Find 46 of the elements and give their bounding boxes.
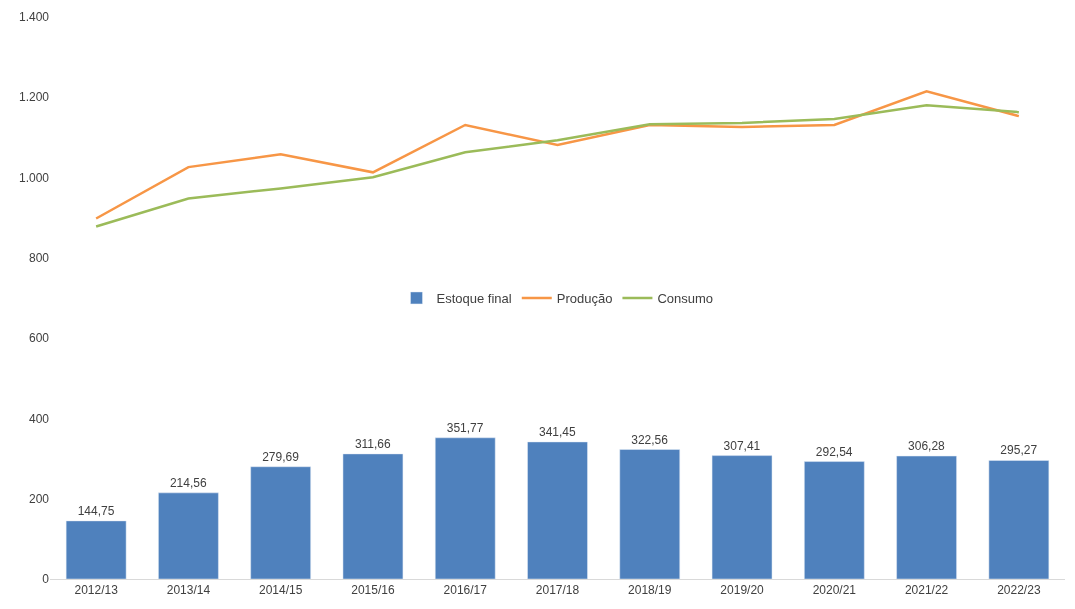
bar (896, 455, 957, 579)
bar (250, 466, 311, 579)
bar (434, 437, 496, 579)
data-label: 307,41 (723, 438, 761, 453)
y-tick-label: 200 (28, 491, 50, 506)
bar (988, 460, 1050, 579)
line-series (94, 90, 1021, 220)
line-series (94, 104, 1021, 228)
y-tick-label: 1.200 (18, 90, 50, 105)
y-tick-label: 1.000 (18, 170, 50, 185)
data-label: 214,56 (169, 475, 207, 490)
x-tick-label: 2021/22 (904, 583, 949, 598)
x-tick-label: 2020/21 (812, 583, 857, 598)
x-tick-label: 2012/13 (74, 583, 119, 598)
y-tick-label: 400 (28, 411, 50, 426)
x-tick-label: 2013/14 (166, 583, 211, 598)
bar (804, 461, 865, 579)
x-tick-label: 2014/15 (258, 583, 303, 598)
x-tick-label: 2019/20 (720, 583, 765, 598)
y-tick-label: 1.400 (18, 10, 50, 25)
bar (619, 449, 681, 579)
data-label: 295,27 (1000, 443, 1038, 458)
bar (527, 441, 588, 579)
legend-label: Produção (556, 291, 613, 307)
y-tick-label: 0 (42, 572, 50, 587)
bar (158, 492, 219, 579)
data-label: 351,77 (446, 420, 484, 435)
data-label: 144,75 (77, 503, 115, 518)
data-label: 306,28 (908, 439, 946, 454)
data-label: 279,69 (262, 449, 300, 464)
y-tick-label: 800 (28, 251, 50, 266)
x-tick-label: 2018/19 (628, 583, 672, 598)
legend-label: Consumo (657, 291, 714, 307)
data-label: 292,54 (815, 444, 853, 459)
data-label: 341,45 (538, 424, 577, 439)
x-tick-label: 2016/17 (443, 583, 488, 598)
x-tick-label: 2017/18 (535, 583, 580, 598)
x-tick-label: 2015/16 (351, 583, 395, 598)
data-label: 311,66 (354, 436, 392, 451)
bar (711, 455, 773, 579)
y-tick-label: 600 (28, 331, 50, 346)
bar (65, 520, 127, 579)
legend-label: Estoque final (436, 291, 512, 307)
bar (342, 453, 404, 579)
x-tick-label: 2022/23 (997, 583, 1041, 598)
data-label: 322,56 (631, 432, 669, 447)
